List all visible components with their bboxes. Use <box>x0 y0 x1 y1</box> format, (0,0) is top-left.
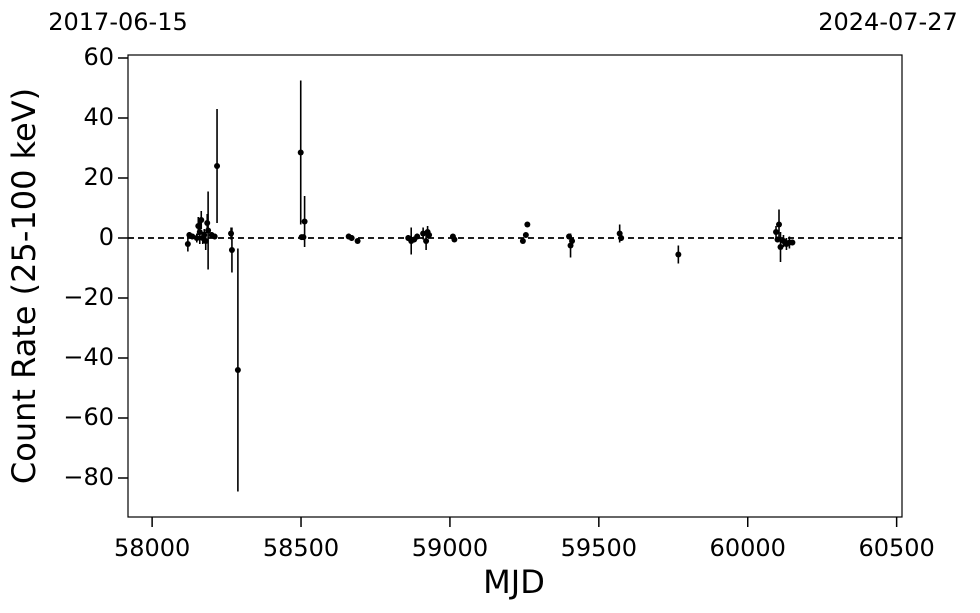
data-point <box>214 163 221 169</box>
x-tick-label: 60500 <box>858 534 934 562</box>
data-point <box>569 238 576 244</box>
data-point <box>297 149 304 156</box>
x-tick-label: 59000 <box>412 534 488 562</box>
data-point <box>522 232 529 238</box>
data-point <box>301 218 308 225</box>
top-right-label: 2024-07-27 <box>818 8 957 36</box>
y-tick-label: 0 <box>99 223 114 251</box>
data-point <box>234 367 241 373</box>
data-point <box>202 238 209 244</box>
x-tick-label: 59500 <box>561 534 637 562</box>
data-point <box>354 238 361 244</box>
data-point <box>300 234 307 241</box>
data-point <box>184 241 191 247</box>
data-point <box>524 221 531 228</box>
x-axis-label: MJD <box>483 563 545 601</box>
data-point <box>777 244 784 250</box>
y-tick-label: −60 <box>63 403 114 431</box>
data-point <box>776 221 783 228</box>
data-point <box>519 238 526 244</box>
data-point <box>228 230 235 237</box>
data-point <box>773 229 780 235</box>
y-tick-label: −40 <box>63 343 114 371</box>
data-point <box>451 236 458 243</box>
data-point <box>675 251 682 258</box>
y-tick-label: 20 <box>83 163 114 191</box>
y-tick-label: 60 <box>83 43 114 71</box>
plot-frame <box>127 54 903 518</box>
x-tick-label: 58000 <box>114 534 190 562</box>
data-point <box>348 235 355 241</box>
data-point <box>205 227 212 234</box>
data-point <box>198 217 205 223</box>
top-left-label: 2017-06-15 <box>48 8 187 36</box>
data-point <box>196 229 203 235</box>
data-point <box>423 238 430 244</box>
x-tick-label: 58500 <box>263 534 339 562</box>
x-tick-label: 60000 <box>710 534 786 562</box>
y-tick-label: −80 <box>63 463 114 491</box>
y-tick-label: 40 <box>83 103 114 131</box>
y-axis-label: Count Rate (25-100 keV) <box>5 88 43 484</box>
data-point <box>789 239 796 246</box>
data-point <box>426 232 433 238</box>
data-point <box>618 235 625 241</box>
data-point <box>193 235 200 241</box>
data-point <box>211 233 218 240</box>
y-tick-label: −20 <box>63 283 114 311</box>
data-point <box>204 220 211 226</box>
data-point <box>414 233 421 240</box>
data-point <box>228 247 235 253</box>
